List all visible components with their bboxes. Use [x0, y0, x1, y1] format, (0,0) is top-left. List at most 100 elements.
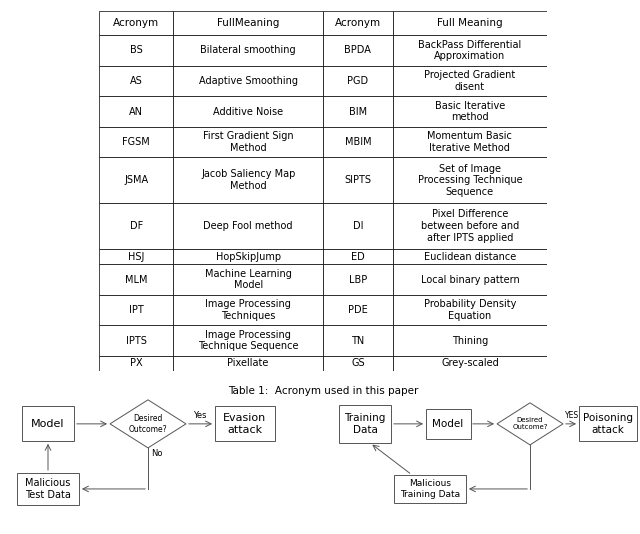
Text: MBIM: MBIM — [344, 137, 371, 147]
Text: PDE: PDE — [348, 305, 368, 315]
Text: Acronym: Acronym — [113, 18, 159, 28]
Text: AS: AS — [130, 76, 143, 86]
Bar — [173, 295, 323, 325]
Bar — [173, 264, 323, 295]
Bar — [323, 66, 393, 96]
Text: Thining: Thining — [452, 335, 488, 345]
Bar — [173, 356, 323, 371]
Bar — [99, 203, 173, 249]
Text: Model: Model — [31, 419, 65, 429]
Bar — [323, 96, 393, 127]
Text: Poisoning
attack: Poisoning attack — [583, 413, 633, 435]
Bar — [99, 249, 173, 264]
Text: LBP: LBP — [349, 274, 367, 285]
Text: Grey-scaled: Grey-scaled — [441, 358, 499, 368]
Text: Adaptive Smoothing: Adaptive Smoothing — [198, 76, 298, 86]
Bar — [393, 325, 547, 356]
Text: DI: DI — [353, 221, 363, 231]
Text: Machine Learning
Model: Machine Learning Model — [205, 269, 292, 290]
Bar — [173, 11, 323, 35]
Text: Model: Model — [433, 419, 463, 429]
Text: No: No — [151, 449, 163, 458]
Text: YES: YES — [565, 411, 579, 420]
Bar — [99, 96, 173, 127]
Bar — [323, 325, 393, 356]
Text: Full Meaning: Full Meaning — [437, 18, 503, 28]
Bar — [393, 11, 547, 35]
Bar — [323, 203, 393, 249]
Text: BackPass Differential
Approximation: BackPass Differential Approximation — [419, 40, 522, 61]
Bar — [99, 158, 173, 203]
Bar — [215, 406, 275, 442]
Text: Malicious
Test Data: Malicious Test Data — [25, 478, 71, 500]
Bar — [99, 66, 173, 96]
Text: SIPTS: SIPTS — [344, 175, 371, 185]
Text: FGSM: FGSM — [122, 137, 150, 147]
Text: ED: ED — [351, 252, 365, 262]
Bar — [323, 249, 393, 264]
Polygon shape — [110, 400, 186, 448]
Text: GS: GS — [351, 358, 365, 368]
Bar — [173, 158, 323, 203]
Bar — [393, 295, 547, 325]
Text: Desired
Outcome?: Desired Outcome? — [129, 414, 167, 434]
Bar — [339, 405, 391, 443]
Text: IPT: IPT — [129, 305, 143, 315]
Text: Momentum Basic
Iterative Method: Momentum Basic Iterative Method — [428, 131, 513, 153]
Text: Additive Noise: Additive Noise — [213, 107, 284, 116]
Text: Desired
Outcome?: Desired Outcome? — [512, 418, 548, 430]
Text: BS: BS — [130, 45, 143, 56]
Bar — [323, 35, 393, 66]
Bar — [393, 158, 547, 203]
Text: HopSkipJump: HopSkipJump — [216, 252, 281, 262]
Text: Table 1:  Acronym used in this paper: Table 1: Acronym used in this paper — [228, 386, 419, 396]
Text: Pixel Difference
between before and
after IPTS applied: Pixel Difference between before and afte… — [420, 209, 519, 242]
Text: Malicious
Training Data: Malicious Training Data — [400, 479, 460, 499]
Text: Bilateral smoothing: Bilateral smoothing — [200, 45, 296, 56]
Bar — [173, 96, 323, 127]
Text: Basic Iterative
method: Basic Iterative method — [435, 101, 505, 122]
Bar — [323, 356, 393, 371]
Text: Image Processing
Technique Sequence: Image Processing Technique Sequence — [198, 330, 298, 351]
Bar — [17, 473, 79, 505]
Text: PGD: PGD — [348, 76, 369, 86]
Text: Probability Density
Equation: Probability Density Equation — [424, 299, 516, 321]
Bar — [22, 406, 74, 442]
Text: Jacob Saliency Map
Method: Jacob Saliency Map Method — [201, 169, 295, 191]
Text: FullMeaning: FullMeaning — [217, 18, 279, 28]
Bar — [393, 127, 547, 158]
Text: Training
Data: Training Data — [344, 413, 386, 435]
Bar — [323, 295, 393, 325]
Bar — [393, 264, 547, 295]
Bar — [394, 475, 466, 503]
Bar — [323, 127, 393, 158]
Bar — [393, 203, 547, 249]
Text: Euclidean distance: Euclidean distance — [424, 252, 516, 262]
Bar — [393, 35, 547, 66]
Text: AN: AN — [129, 107, 143, 116]
Bar — [99, 325, 173, 356]
Bar — [393, 96, 547, 127]
Text: Deep Fool method: Deep Fool method — [204, 221, 293, 231]
Text: Image Processing
Techniques: Image Processing Techniques — [205, 299, 291, 321]
Text: Yes: Yes — [193, 411, 207, 420]
Text: DF: DF — [129, 221, 143, 231]
Bar — [323, 158, 393, 203]
Text: Evasion
attack: Evasion attack — [223, 413, 267, 435]
Bar — [173, 127, 323, 158]
Bar — [99, 264, 173, 295]
Bar — [323, 264, 393, 295]
Bar — [99, 295, 173, 325]
Text: Set of Image
Processing Technique
Sequence: Set of Image Processing Technique Sequen… — [418, 163, 522, 197]
Bar — [173, 325, 323, 356]
Text: Acronym: Acronym — [335, 18, 381, 28]
Text: TN: TN — [351, 335, 365, 345]
Text: MLM: MLM — [125, 274, 147, 285]
Bar — [393, 249, 547, 264]
Text: JSMA: JSMA — [124, 175, 148, 185]
Bar — [173, 35, 323, 66]
Text: BIM: BIM — [349, 107, 367, 116]
Text: Pixellate: Pixellate — [227, 358, 269, 368]
Bar — [173, 203, 323, 249]
Bar — [426, 409, 470, 439]
